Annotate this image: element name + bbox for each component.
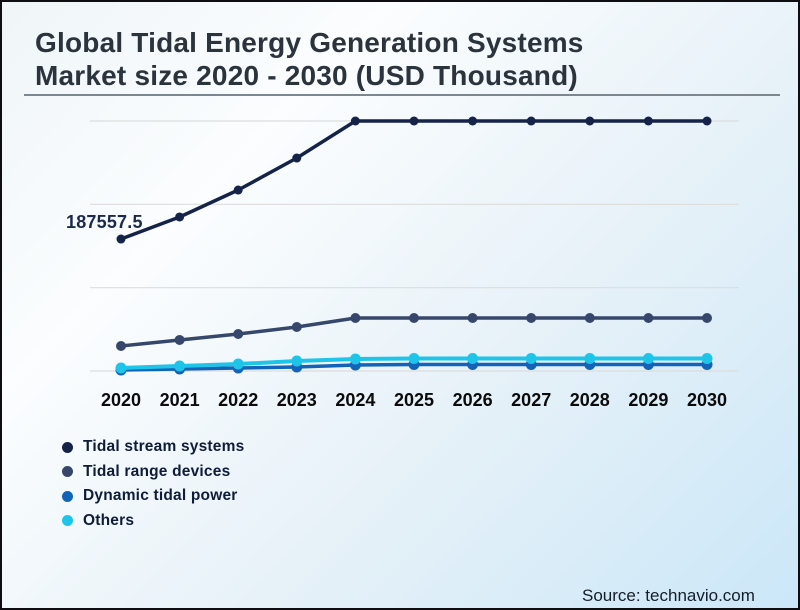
data-point-tidal-range-devices <box>291 322 302 333</box>
x-axis-label: 2020 <box>101 390 141 410</box>
data-point-others <box>291 355 303 367</box>
data-point-tidal-range-devices <box>643 313 654 324</box>
data-point-others <box>701 352 713 364</box>
legend-label: Dynamic tidal power <box>83 487 238 505</box>
legend-item: Tidal range devices <box>62 460 244 485</box>
legend-label: Tidal stream systems <box>83 438 245 456</box>
title-line-1: Global Tidal Energy Generation Systems <box>35 27 584 58</box>
data-point-tidal-range-devices <box>116 341 126 352</box>
data-point-tidal-range-devices <box>409 313 419 324</box>
data-point-tidal-stream-systems <box>468 116 478 126</box>
data-point-tidal-stream-systems <box>292 153 302 163</box>
x-axis-label: 2026 <box>453 390 493 410</box>
legend-label: Others <box>83 511 135 529</box>
title-line-2: Market size 2020 - 2030 (USD Thousand) <box>35 60 578 91</box>
legend-dot-icon <box>62 490 73 502</box>
data-point-tidal-range-devices <box>233 328 244 339</box>
legend-item: Others <box>62 509 244 534</box>
data-label-2020: 187557.5 <box>66 212 143 232</box>
data-point-tidal-stream-systems <box>116 234 126 244</box>
data-point-tidal-range-devices <box>350 313 361 324</box>
data-point-others <box>467 352 479 364</box>
legend-dot-icon <box>62 515 73 527</box>
x-axis-label: 2030 <box>687 390 727 410</box>
data-point-others <box>584 352 596 364</box>
legend-dot-icon <box>62 466 73 478</box>
legend-dot-icon <box>62 441 73 453</box>
title-divider <box>24 94 780 96</box>
data-point-tidal-stream-systems <box>643 116 653 126</box>
data-point-others <box>525 352 537 364</box>
data-point-others <box>408 352 420 364</box>
x-axis-label: 2021 <box>160 390 200 410</box>
data-point-tidal-stream-systems <box>350 116 360 126</box>
x-axis-label: 2024 <box>335 390 375 410</box>
x-axis-label: 2022 <box>218 390 258 410</box>
data-point-tidal-stream-systems <box>526 116 536 126</box>
series-line-tidal-stream-systems <box>119 119 709 241</box>
data-point-tidal-range-devices <box>584 313 595 324</box>
x-axis-label: 2028 <box>570 390 610 410</box>
x-axis-label: 2023 <box>277 390 317 410</box>
data-point-others <box>174 360 186 372</box>
data-point-tidal-range-devices <box>174 334 185 345</box>
data-point-tidal-stream-systems <box>585 116 595 126</box>
data-point-others <box>115 362 127 374</box>
data-point-tidal-stream-systems <box>409 116 419 126</box>
x-axis-label: 2029 <box>628 390 668 410</box>
x-axis-label: 2025 <box>394 390 434 410</box>
source-credit: Source: technavio.com <box>582 586 755 605</box>
data-point-tidal-stream-systems <box>702 116 712 126</box>
data-point-tidal-range-devices <box>702 313 712 324</box>
data-point-others <box>349 353 361 365</box>
legend-label: Tidal range devices <box>83 462 231 480</box>
legend: Tidal stream systems Tidal range devices D… <box>62 435 244 533</box>
data-point-tidal-range-devices <box>526 313 537 324</box>
x-axis-label: 2027 <box>511 390 551 410</box>
data-point-tidal-stream-systems <box>233 185 243 195</box>
legend-item: Tidal stream systems <box>62 435 244 460</box>
data-point-others <box>642 352 654 364</box>
legend-item: Dynamic tidal power <box>62 484 244 509</box>
data-point-tidal-stream-systems <box>175 212 185 222</box>
page-title: Global Tidal Energy Generation Systems M… <box>35 26 584 92</box>
data-point-others <box>232 358 244 370</box>
data-point-tidal-range-devices <box>467 313 478 324</box>
